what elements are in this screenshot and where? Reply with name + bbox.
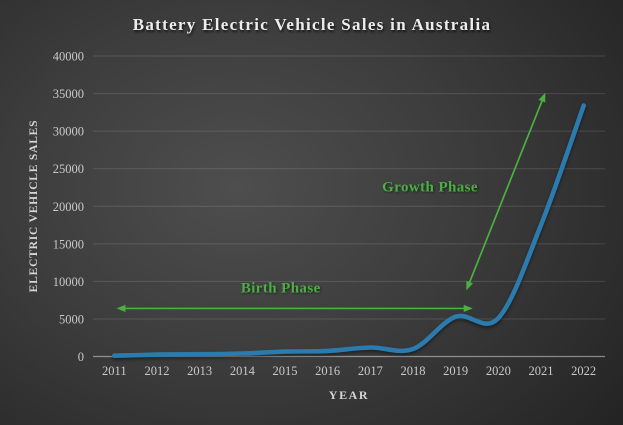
x-axis-tick-labels: 2011 2012 2013 2014 2015 2016 2017 2018 2019 2020… [102, 364, 596, 378]
birth-phase-arrow-arrowhead [116, 304, 126, 313]
y-tick-label: 0 [78, 350, 84, 364]
x-tick-label: 2014 [230, 364, 256, 378]
y-tick-label: 35000 [53, 87, 84, 101]
x-tick-label: 2012 [145, 364, 170, 378]
x-tick-label: 2013 [187, 364, 212, 378]
x-tick-label: 2019 [443, 364, 468, 378]
y-tick-label: 40000 [53, 50, 84, 64]
birth-phase-arrow-arrowhead [463, 304, 473, 313]
growth-phase-arrow-arrowhead [538, 92, 546, 103]
y-tick-label: 30000 [53, 125, 84, 139]
gridlines [93, 55, 605, 358]
x-axis-title: YEAR [329, 388, 369, 402]
growth-phase-label: Growth Phase [382, 180, 478, 196]
growth-phase-arrow-shaft [468, 99, 544, 284]
y-tick-label: 15000 [53, 237, 84, 251]
birth-phase-label: Birth Phase [241, 280, 321, 296]
y-tick-label: 20000 [53, 200, 84, 214]
x-tick-label: 2021 [529, 364, 554, 378]
x-tick-label: 2022 [571, 364, 596, 378]
x-tick-label: 2011 [102, 364, 127, 378]
x-tick-label: 2017 [358, 364, 383, 378]
chart-title: Battery Electric Vehicle Sales in Austra… [133, 15, 492, 34]
y-tick-label: 10000 [53, 275, 84, 289]
x-tick-label: 2018 [401, 364, 426, 378]
y-axis-tick-labels: 0 5000 10000 15000 20000 25000 30000 35000 40000 [53, 50, 84, 365]
growth-phase-arrow-arrowhead [466, 280, 474, 291]
x-tick-label: 2015 [273, 364, 298, 378]
annotation-arrows [116, 92, 546, 313]
x-tick-label: 2016 [315, 364, 340, 378]
sales-line-series [112, 103, 586, 358]
y-tick-label: 25000 [53, 162, 84, 176]
x-tick-label: 2020 [486, 364, 511, 378]
y-axis-title: ELECTRIC VEHICLE SALES [28, 120, 40, 293]
y-tick-label: 5000 [59, 312, 84, 326]
